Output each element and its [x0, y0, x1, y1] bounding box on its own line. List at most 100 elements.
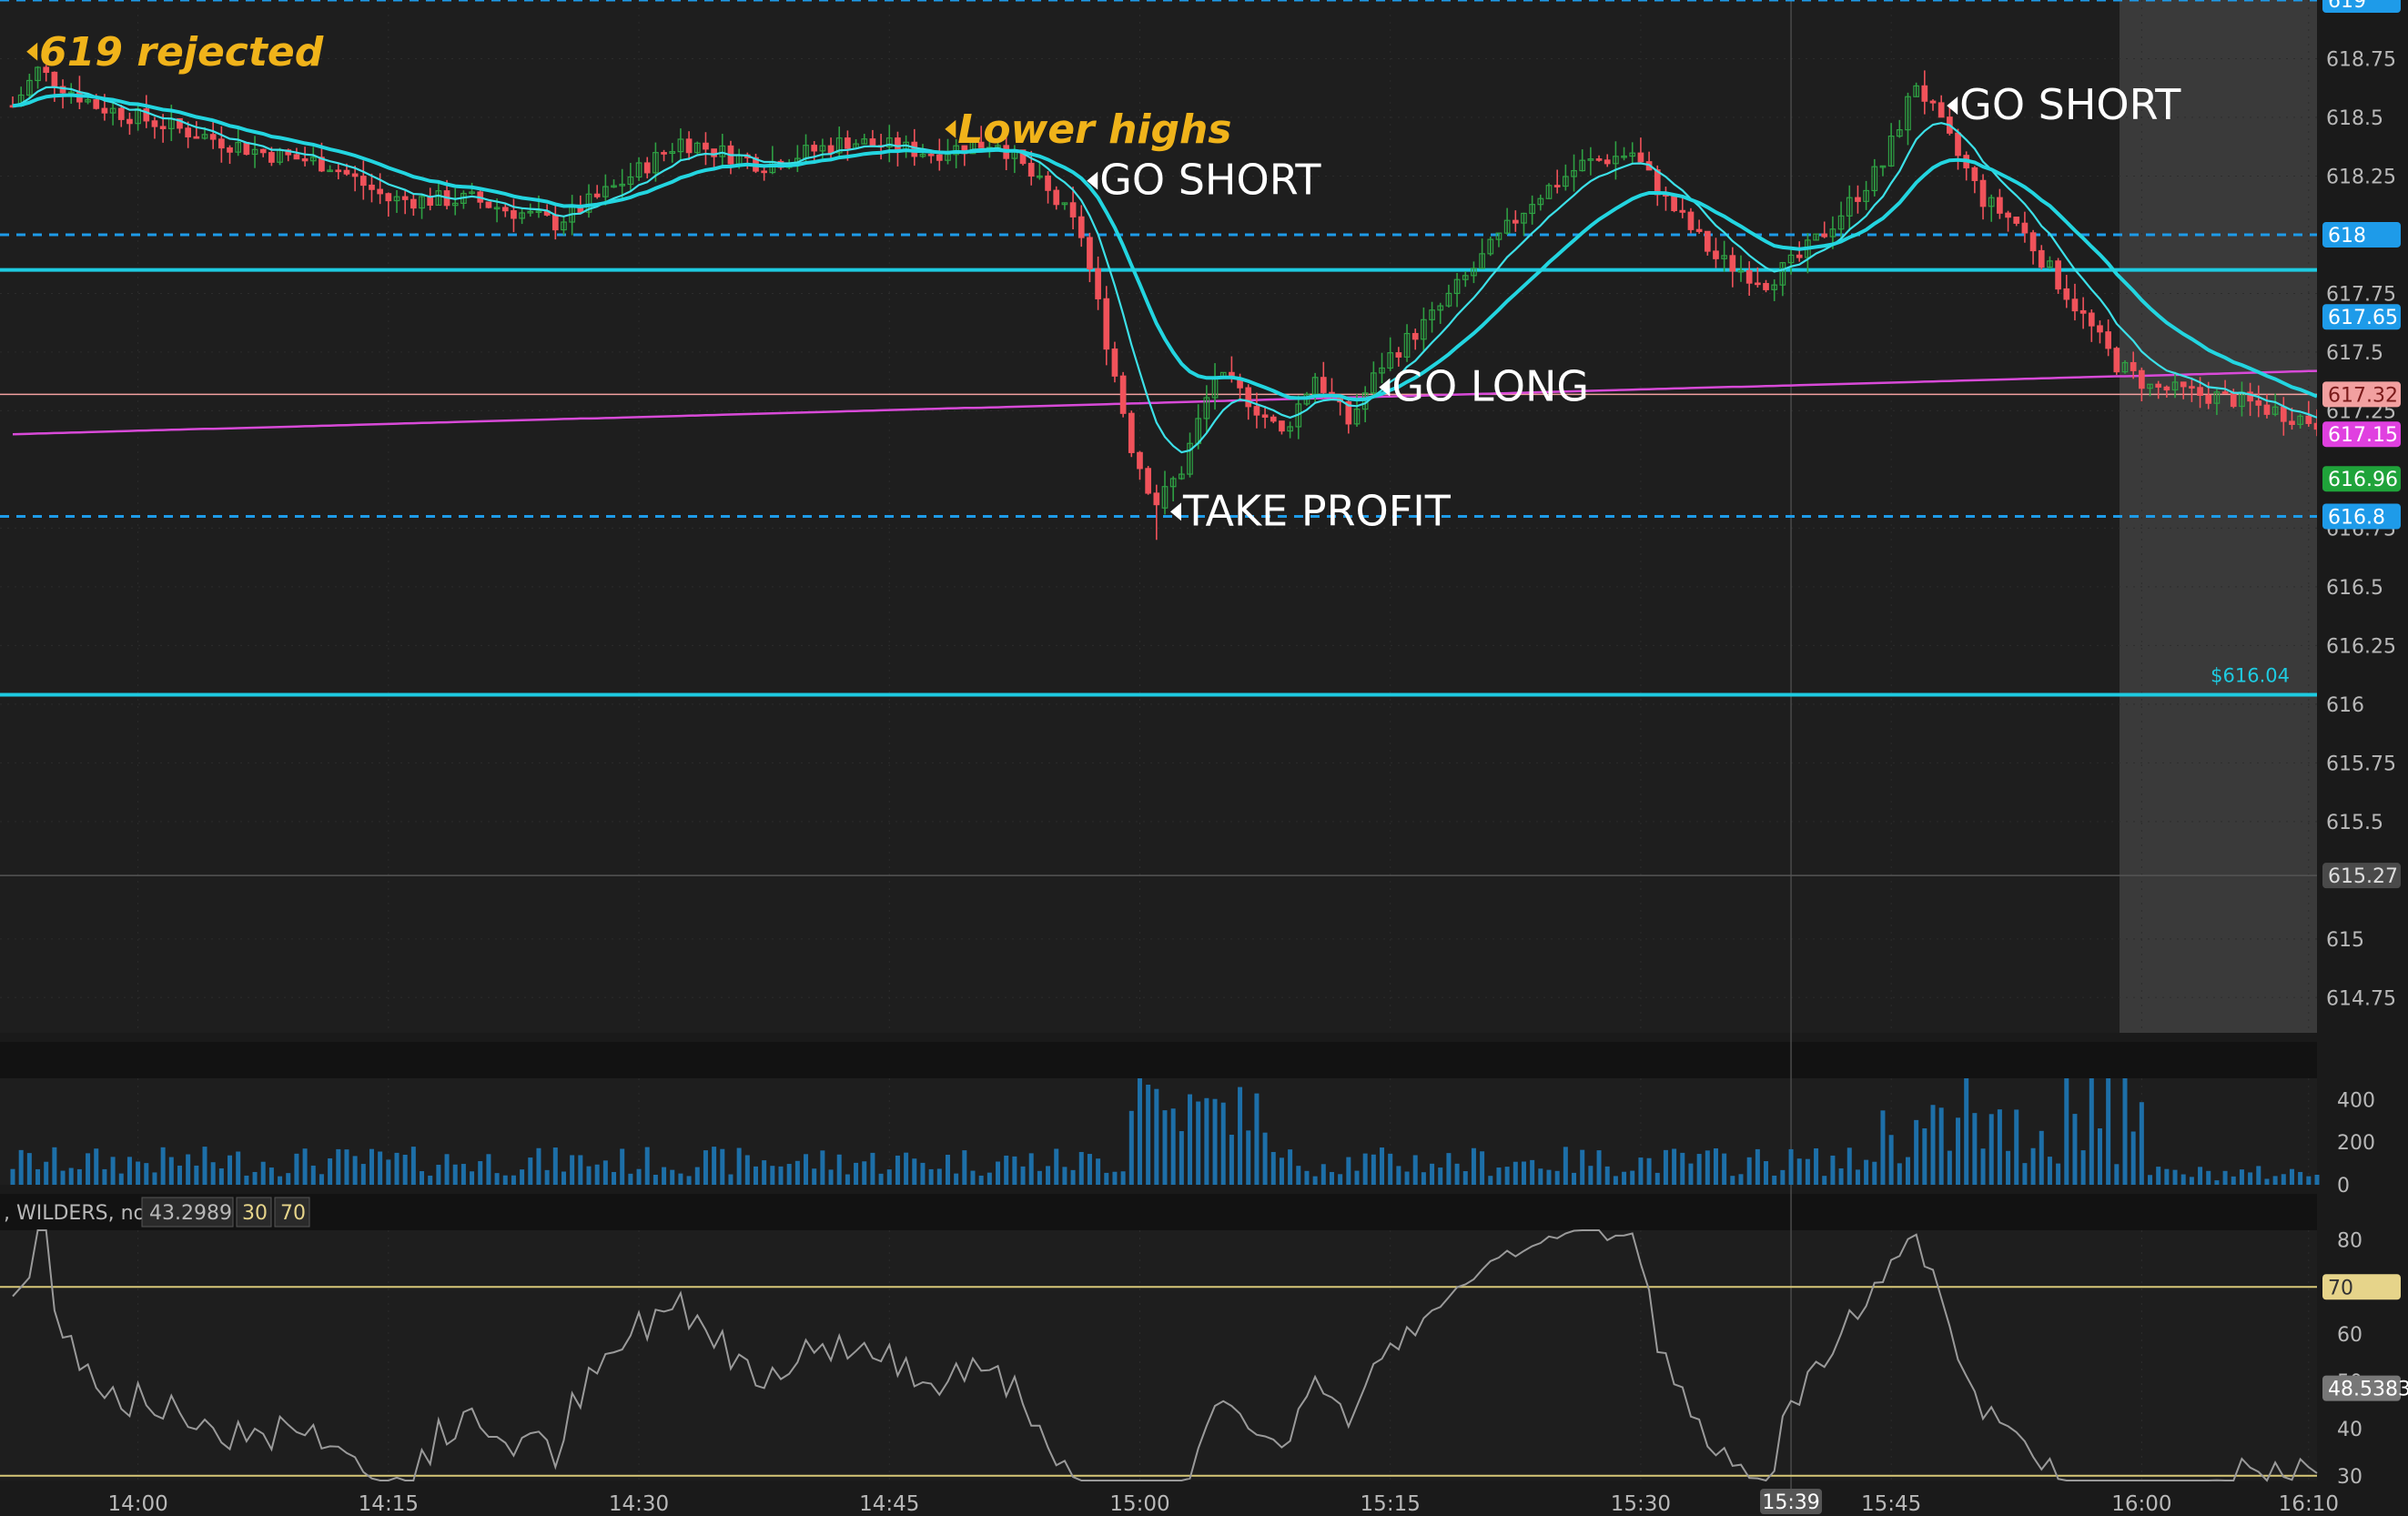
volume-bar: [1822, 1176, 1827, 1185]
volume-bar: [678, 1173, 683, 1185]
volume-bar: [268, 1167, 274, 1185]
candle-body: [1178, 473, 1185, 480]
volume-bar: [444, 1154, 450, 1185]
candle-body: [451, 202, 459, 207]
candle-body: [2163, 386, 2170, 391]
volume-bar: [1279, 1157, 1284, 1185]
volume-bar: [2180, 1174, 2186, 1185]
price-tag-label: 616.8: [2328, 507, 2385, 530]
volume-bar: [762, 1160, 767, 1185]
chart-annotation: GO SHORT: [1087, 156, 1321, 205]
candle-body: [685, 138, 693, 154]
volume-bar: [2130, 1131, 2136, 1185]
volume-bar: [644, 1147, 650, 1185]
volume-bar: [2206, 1170, 2211, 1185]
time-axis-tick-label: 14:30: [609, 1492, 669, 1516]
volume-bar: [1471, 1147, 1476, 1185]
volume-bar: [2014, 1109, 2019, 1185]
candle-body: [1479, 253, 1485, 269]
volume-bar: [1654, 1172, 1660, 1185]
price-tag-badge: [2322, 381, 2401, 408]
volume-bar: [1805, 1158, 1810, 1185]
price-tag-label: 618: [2328, 225, 2366, 248]
candle-body: [1471, 268, 1477, 277]
rsi-tag-badge: [2322, 1274, 2401, 1300]
rsi-panel: [0, 1230, 2317, 1481]
price-axis-tick-label: 614.75: [2326, 987, 2396, 1010]
price-tag-badge: [2322, 304, 2401, 330]
candle-body: [1169, 478, 1177, 488]
volume-bar: [954, 1173, 959, 1185]
volume-bar: [1338, 1174, 1343, 1185]
volume-bar: [1220, 1102, 1226, 1185]
candle-body: [2013, 217, 2020, 224]
candle-body: [1737, 269, 1745, 273]
candle-body: [761, 170, 768, 174]
volume-bar: [812, 1168, 817, 1185]
time-axis-tick-label: 15:45: [1861, 1492, 1921, 1516]
annotation-pointer-icon: [1087, 171, 1098, 190]
volume-axis-tick-label: 400: [2337, 1089, 2375, 1112]
candle-body: [1604, 159, 1611, 165]
price-axis-background: [2317, 0, 2408, 1516]
candle-body: [611, 185, 617, 188]
candle-body: [1855, 197, 1861, 202]
volume-bar: [2080, 1150, 2086, 1185]
candle-body: [1754, 282, 1761, 286]
candle-body: [327, 169, 333, 173]
candle-body: [1829, 228, 1836, 238]
rsi-current-value: 43.2989: [149, 1202, 232, 1225]
volume-bar: [470, 1171, 475, 1185]
volume-bar: [218, 1167, 224, 1185]
annotation-label: Lower highs: [957, 106, 1231, 153]
candle-body: [2079, 309, 2087, 314]
price-tag-label: 617.65: [2328, 307, 2398, 329]
candle-body: [2063, 288, 2070, 300]
candle-body: [527, 210, 534, 214]
rsi-axis-tick-label: 60: [2337, 1324, 2362, 1347]
candle-body: [1979, 179, 1987, 207]
volume-bar: [1596, 1150, 1602, 1185]
volume-bar: [1830, 1155, 1836, 1185]
chart-annotation: GO SHORT: [1947, 80, 2181, 129]
price-panel: [0, 0, 2317, 1033]
volume-bar: [1814, 1147, 1819, 1185]
time-axis-tick-label: 14:15: [359, 1492, 419, 1516]
volume-bar: [1521, 1161, 1526, 1185]
volume-bar: [1404, 1171, 1410, 1185]
volume-bar: [2047, 1157, 2052, 1185]
candle-body: [1487, 238, 1494, 255]
price-tag-badge: [2322, 421, 2401, 448]
candle-body: [1537, 197, 1544, 206]
volume-bar: [1380, 1147, 1385, 1185]
candle-body: [1763, 283, 1769, 290]
volume-bar: [511, 1175, 516, 1185]
candle-body: [1671, 194, 1677, 211]
volume-bar: [1922, 1127, 1927, 1185]
candle-body: [1270, 416, 1277, 422]
volume-bar: [895, 1155, 900, 1185]
volume-bar: [1012, 1156, 1017, 1185]
time-axis-tick-label: 15:00: [1109, 1492, 1169, 1516]
candle-body: [319, 157, 325, 172]
volume-bar: [528, 1157, 533, 1185]
candle-body: [1545, 185, 1553, 199]
candle-body: [1421, 318, 1427, 340]
volume-bar: [1980, 1148, 1986, 1185]
volume-bar: [386, 1159, 391, 1185]
candle-body: [1019, 149, 1027, 165]
candle-body: [1411, 332, 1419, 340]
volume-bar: [44, 1161, 49, 1185]
volume-bar: [102, 1168, 107, 1185]
candle-body: [1161, 486, 1169, 509]
volume-bar: [854, 1162, 859, 1185]
volume-bar: [1604, 1166, 1610, 1185]
volume-bar: [2122, 1078, 2128, 1185]
candle-body: [1137, 451, 1143, 470]
annotation-pointer-icon: [26, 42, 38, 61]
volume-bar: [736, 1147, 742, 1185]
rsi-axis-tick-label: 80: [2337, 1229, 2362, 1252]
candle-body: [1087, 237, 1093, 269]
price-tag: 617.65: [2322, 304, 2401, 330]
